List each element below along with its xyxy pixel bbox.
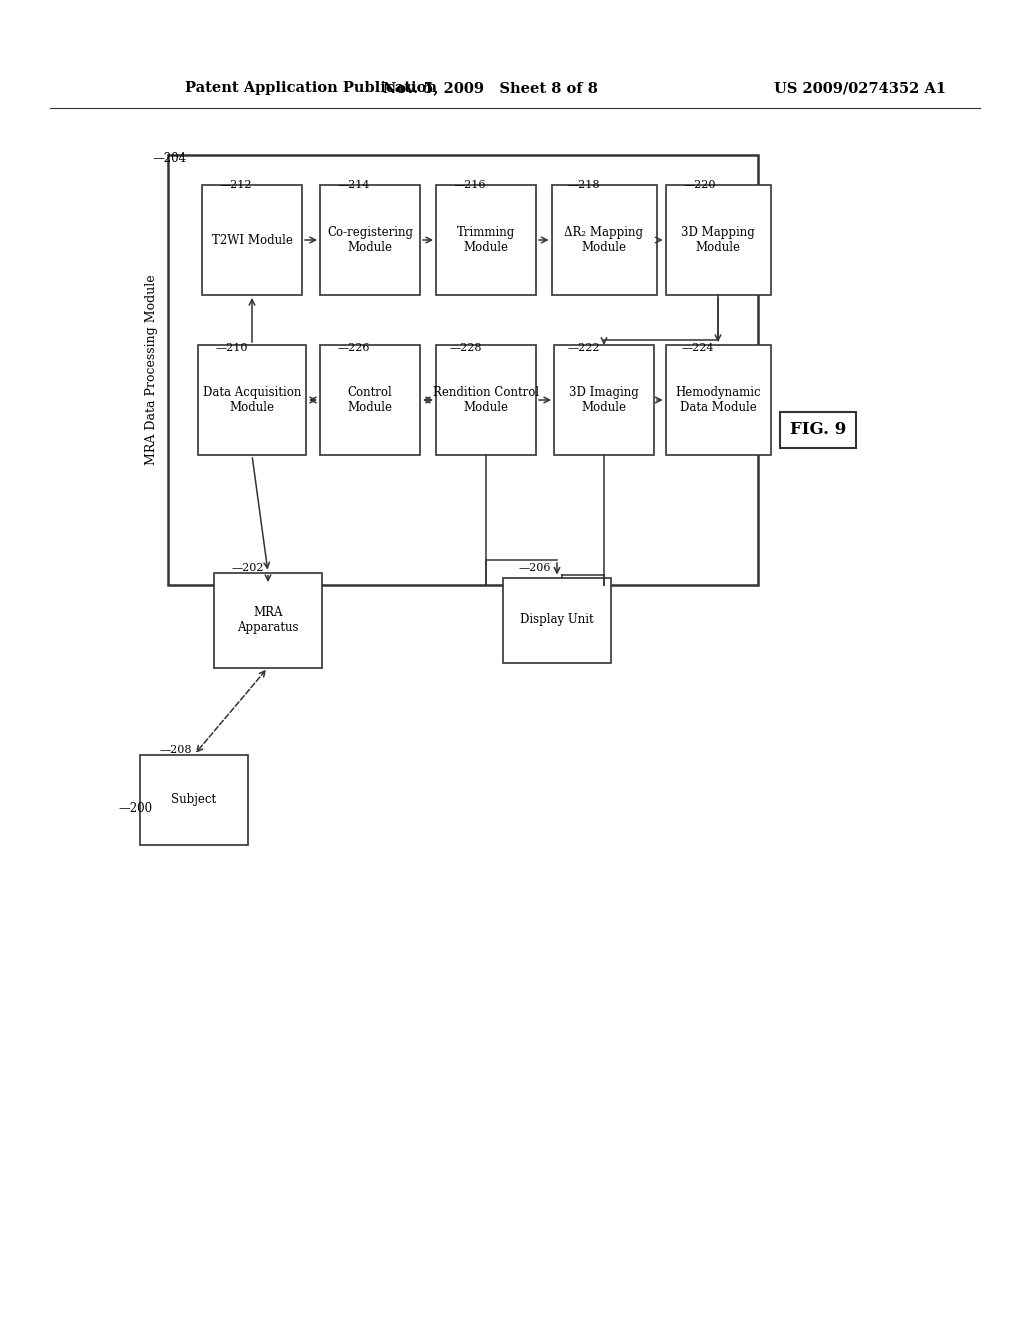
- Text: —200: —200: [118, 801, 153, 814]
- Text: Display Unit: Display Unit: [520, 614, 594, 627]
- Text: ΔR₂ Mapping
Module: ΔR₂ Mapping Module: [564, 226, 643, 253]
- Text: Hemodynamic
Data Module: Hemodynamic Data Module: [675, 385, 761, 414]
- Text: —210: —210: [216, 343, 249, 352]
- Bar: [666, 185, 770, 294]
- Bar: [436, 185, 536, 294]
- Bar: [214, 573, 322, 668]
- Text: T2WI Module: T2WI Module: [212, 234, 293, 247]
- Bar: [319, 345, 420, 455]
- Text: —212: —212: [220, 180, 253, 190]
- Text: 3D Imaging
Module: 3D Imaging Module: [569, 385, 639, 414]
- Bar: [503, 578, 611, 663]
- Text: US 2009/0274352 A1: US 2009/0274352 A1: [774, 81, 946, 95]
- Text: —224: —224: [682, 343, 715, 352]
- Text: Rendition Control
Module: Rendition Control Module: [433, 385, 539, 414]
- Text: Control
Module: Control Module: [347, 385, 392, 414]
- Text: FIG. 9: FIG. 9: [790, 421, 846, 438]
- Text: —220: —220: [684, 180, 717, 190]
- Bar: [140, 755, 248, 845]
- Bar: [780, 412, 856, 447]
- Text: Data Acquisition
Module: Data Acquisition Module: [203, 385, 301, 414]
- Text: Patent Application Publication: Patent Application Publication: [185, 81, 437, 95]
- Text: Co-registering
Module: Co-registering Module: [327, 226, 413, 253]
- Bar: [319, 185, 420, 294]
- Text: MRA
Apparatus: MRA Apparatus: [238, 606, 299, 634]
- Bar: [554, 345, 654, 455]
- Text: —216: —216: [454, 180, 486, 190]
- Text: —208: —208: [160, 744, 193, 755]
- Bar: [198, 345, 306, 455]
- Text: —228: —228: [450, 343, 482, 352]
- Text: Subject: Subject: [171, 793, 216, 807]
- Text: —202: —202: [232, 564, 264, 573]
- Bar: [202, 185, 302, 294]
- Text: Trimming
Module: Trimming Module: [457, 226, 515, 253]
- Text: MRA Data Processing Module: MRA Data Processing Module: [145, 275, 159, 466]
- Bar: [552, 185, 656, 294]
- Text: 3D Mapping
Module: 3D Mapping Module: [681, 226, 755, 253]
- Text: —226: —226: [338, 343, 371, 352]
- Text: Nov. 5, 2009   Sheet 8 of 8: Nov. 5, 2009 Sheet 8 of 8: [383, 81, 597, 95]
- Text: —222: —222: [568, 343, 600, 352]
- Bar: [168, 154, 758, 585]
- Bar: [666, 345, 770, 455]
- Text: —214: —214: [338, 180, 371, 190]
- Text: —218: —218: [568, 180, 600, 190]
- Text: —204: —204: [152, 152, 186, 165]
- Bar: [436, 345, 536, 455]
- Text: —206: —206: [519, 564, 552, 573]
